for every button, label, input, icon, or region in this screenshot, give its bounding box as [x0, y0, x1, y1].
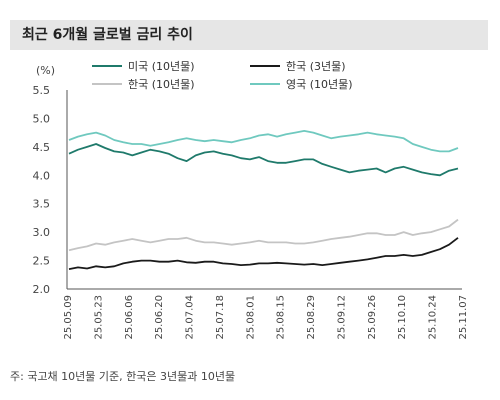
legend-label: 영국 (10년물) — [286, 78, 353, 91]
x-tick-label: 25.05.09 — [63, 295, 74, 340]
x-tick-label: 25.10.24 — [428, 295, 439, 340]
x-tick-label: 25.08.15 — [276, 295, 287, 340]
legend-label: 미국 (10년물) — [128, 60, 195, 73]
series-line — [68, 237, 459, 270]
y-tick-label: 5.0 — [33, 112, 51, 125]
y-tick-label: 3.0 — [33, 226, 51, 239]
footnote: 주: 국고채 10년물 기준, 한국은 3년물과 10년물 — [10, 370, 236, 383]
y-tick-label: 2.0 — [33, 283, 51, 296]
series-line — [68, 218, 459, 252]
x-tick-label: 25.07.18 — [215, 295, 226, 340]
x-tick-label: 25.07.04 — [185, 295, 196, 340]
x-tick-label: 25.06.20 — [154, 295, 165, 340]
x-tick-label: 25.08.01 — [245, 295, 256, 340]
x-tick-label: 25.05.23 — [93, 295, 104, 340]
x-tick-label: 25.08.29 — [306, 295, 317, 340]
x-tick-label: 25.06.06 — [124, 295, 135, 340]
y-tick-label: 2.5 — [33, 255, 51, 268]
legend-label: 한국 (10년물) — [128, 78, 195, 91]
y-tick-label: 5.5 — [33, 84, 51, 97]
x-tick-label: 25.10.10 — [397, 295, 408, 340]
chart-title: 최근 6개월 글로벌 금리 추이 — [22, 27, 193, 43]
series-line — [68, 130, 459, 153]
series-line — [68, 143, 459, 177]
y-tick-label: 3.5 — [33, 198, 51, 211]
legend-label: 한국 (3년물) — [286, 60, 346, 73]
y-tick-label: 4.5 — [33, 141, 51, 154]
y-tick-label: 4.0 — [33, 169, 51, 182]
chart-area: (%) 5.5 5.0 4.5 4.0 3.5 3.0 2.5 2.0 25.05.09 25.05… — [0, 50, 500, 350]
y-axis-unit-label: (%) — [36, 64, 55, 77]
x-tick-label: 25.09.12 — [336, 295, 347, 340]
x-tick-label: 25.09.26 — [367, 295, 378, 340]
title-bar: 최근 6개월 글로벌 금리 추이 — [10, 20, 488, 50]
line-chart: (%) 5.5 5.0 4.5 4.0 3.5 3.0 2.5 2.0 25.05.09 25.05… — [33, 60, 470, 340]
x-tick-label: 25.11.07 — [458, 295, 469, 340]
